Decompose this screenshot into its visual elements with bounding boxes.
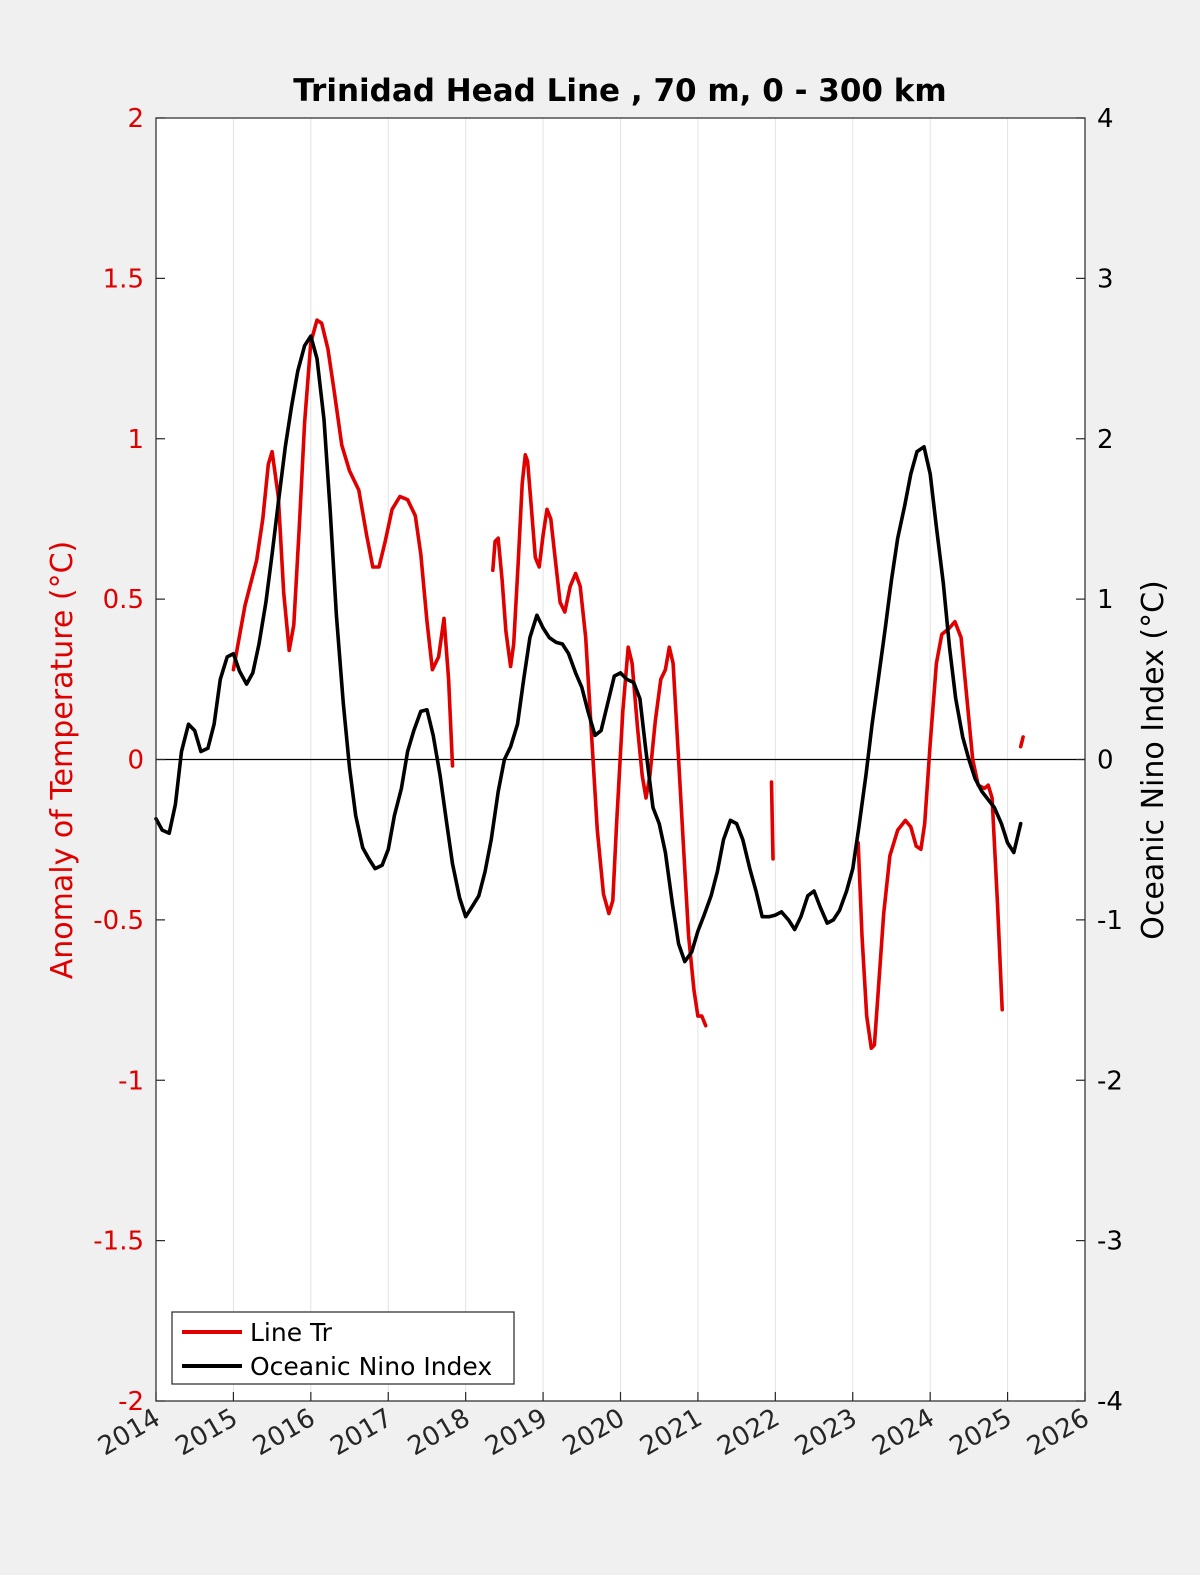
x-tick-label: 2015	[171, 1403, 243, 1462]
legend: Line Tr Oceanic Nino Index	[171, 1311, 515, 1385]
right-tick-label: 1	[1097, 585, 1114, 615]
x-tick-label: 2019	[480, 1403, 552, 1462]
right-tick-label: -4	[1097, 1387, 1123, 1417]
x-tick-label: 2026	[1022, 1403, 1094, 1462]
right-axis-label: Oceanic Nino Index (°C)	[1136, 580, 1171, 940]
right-tick-label: 2	[1097, 425, 1114, 455]
x-tick-label: 2022	[713, 1403, 785, 1462]
line-tr-series-segment	[231, 318, 455, 768]
x-tick-label: 2018	[403, 1403, 475, 1462]
left-tick-label: -1	[118, 1066, 144, 1096]
x-tick-label: 2021	[635, 1403, 707, 1462]
right-tick-label: -1	[1097, 906, 1123, 936]
x-tick-label: 2020	[558, 1403, 630, 1462]
legend-box	[171, 1311, 515, 1385]
legend-label-line-tr: Line Tr	[250, 1318, 333, 1347]
right-tick-label: -2	[1097, 1066, 1123, 1096]
line-tr-series-segment	[1018, 735, 1025, 749]
chart-title: Trinidad Head Line , 70 m, 0 - 300 km	[293, 73, 946, 109]
x-tick-label: 2023	[790, 1403, 862, 1462]
right-tick-label: 0	[1097, 746, 1114, 776]
right-tick-label: 4	[1097, 104, 1114, 134]
series-layer	[154, 318, 1025, 1050]
left-tick-label: -2	[118, 1387, 144, 1417]
left-tick-label: 1.5	[103, 264, 144, 294]
x-tick-label: 2017	[325, 1403, 397, 1462]
left-axis-label: Anomaly of Temperature (°C)	[45, 541, 80, 980]
left-tick-label: -0.5	[93, 906, 144, 936]
left-tick-label: -1.5	[93, 1227, 144, 1257]
right-tick-label: 3	[1097, 264, 1114, 294]
line-tr-series-segment	[769, 780, 775, 861]
left-axis-ticks: -2 -1.5 -1 -0.5 0 0.5 1 1.5 2	[93, 104, 165, 1417]
legend-label-oni: Oceanic Nino Index	[250, 1352, 492, 1381]
x-tick-label: 2016	[248, 1403, 320, 1462]
x-tick-label: 2024	[867, 1403, 939, 1462]
left-tick-label: 2	[127, 104, 144, 134]
oni-series-line	[154, 334, 1023, 964]
left-tick-label: 1	[127, 425, 144, 455]
left-tick-label: 0	[127, 746, 144, 776]
right-tick-label: -3	[1097, 1227, 1123, 1257]
left-tick-label: 0.5	[103, 585, 144, 615]
x-tick-label: 2025	[945, 1403, 1017, 1462]
x-axis-ticks: 2014 2015 2016 2017 2018 2019 2020 2021 2022 2023…	[93, 1392, 1095, 1462]
right-axis-ticks: -4 -3 -2 -1 0 1 2 3 4	[1076, 104, 1123, 1417]
